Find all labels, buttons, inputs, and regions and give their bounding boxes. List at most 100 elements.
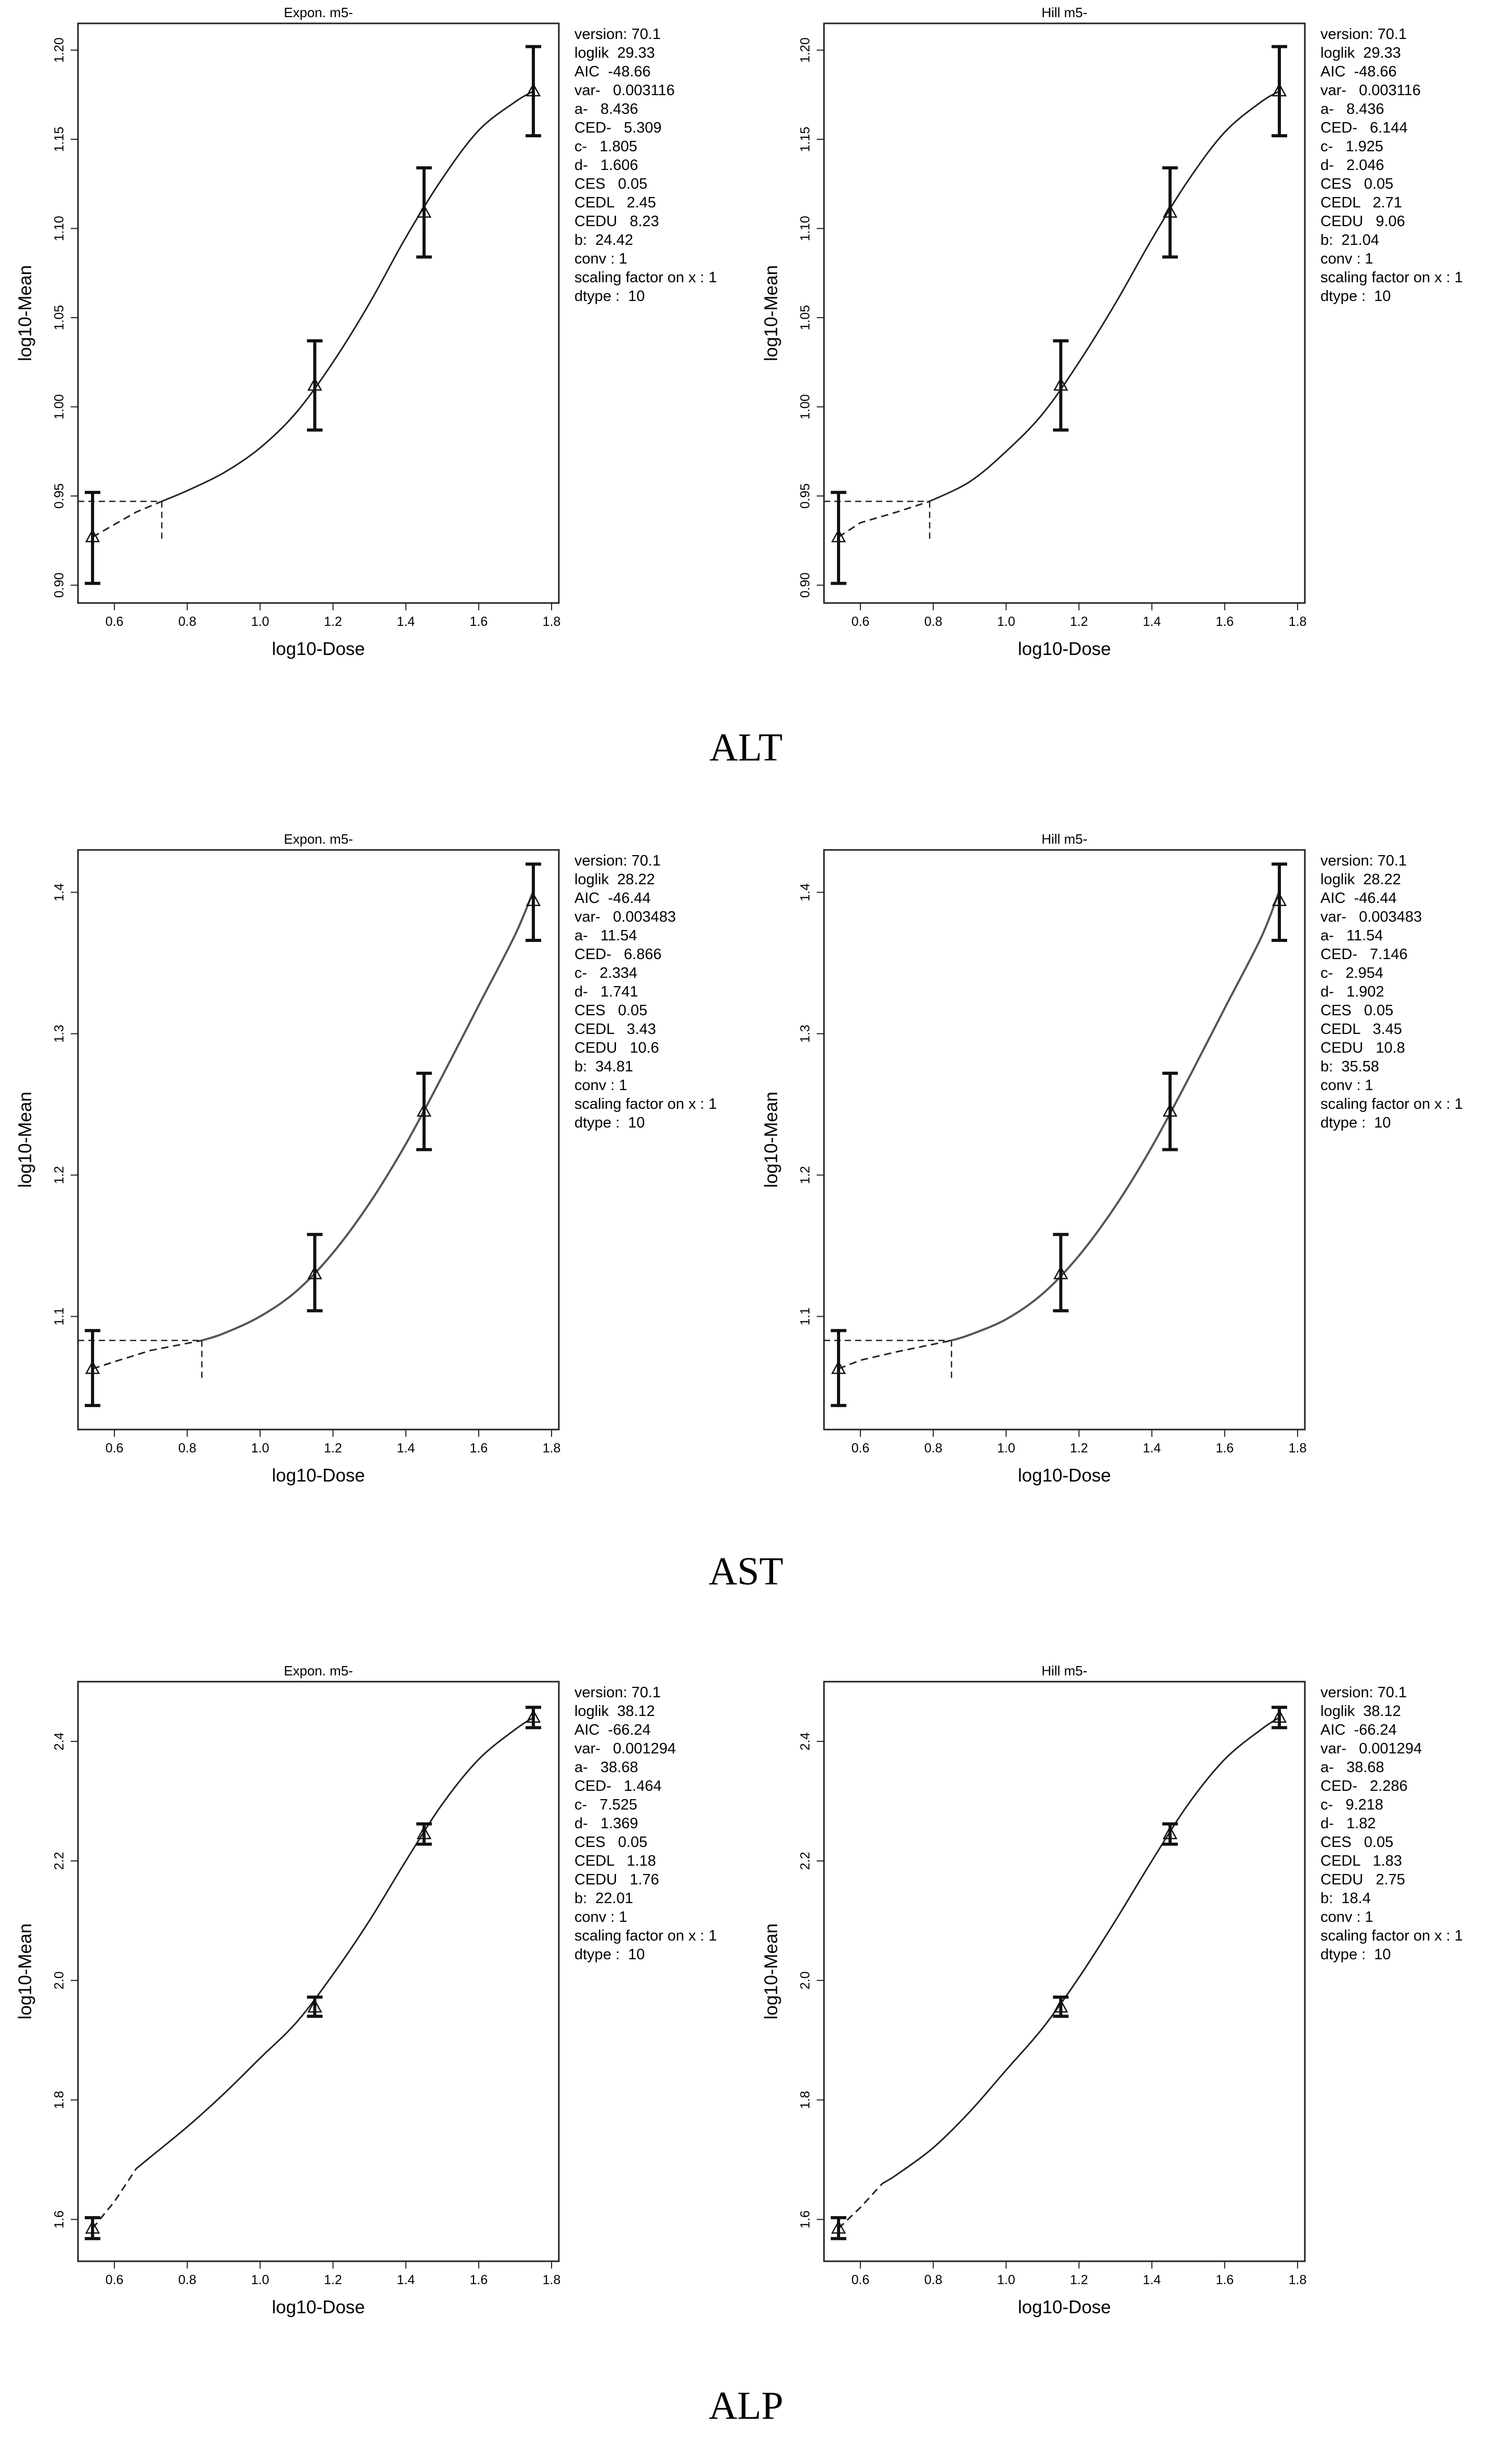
parameter-line: a- 11.54	[1320, 927, 1383, 944]
y-tick-label: 0.90	[798, 572, 813, 598]
parameter-line: CEDU 10.6	[574, 1040, 659, 1056]
x-tick-label: 1.0	[251, 614, 269, 629]
parameter-line: scaling factor on x : 1	[574, 1928, 717, 1944]
fitted-curve-extrapolation	[92, 501, 162, 538]
x-tick-label: 1.4	[397, 614, 415, 629]
data-point	[831, 529, 846, 543]
x-tick-label: 0.6	[106, 614, 124, 629]
x-tick-label: 1.4	[397, 2273, 415, 2287]
parameter-line: d- 1.369	[574, 1815, 638, 1832]
parameter-line: CEDL 2.71	[1320, 194, 1402, 211]
parameter-line: AIC -46.44	[574, 890, 651, 907]
x-tick-label: 1.8	[1289, 1441, 1307, 1456]
data-point	[526, 83, 541, 97]
parameter-line: c- 7.525	[574, 1797, 637, 1813]
y-tick-label: 2.2	[798, 1852, 813, 1870]
parameter-line: c- 2.334	[574, 965, 637, 981]
y-tick-label: 2.4	[798, 1732, 813, 1750]
plot-title: Expon. m5-	[284, 5, 353, 20]
parameter-line: CEDL 1.18	[574, 1853, 656, 1869]
plot-frame	[823, 1681, 1306, 2262]
x-axis-label: log10-Dose	[1018, 1465, 1111, 1486]
y-tick-label: 1.4	[52, 883, 67, 901]
data-point	[1053, 377, 1068, 391]
section-caption: AST	[709, 1550, 783, 1593]
chart-alp-expon: Expon. m5- 0.6 0.8 1.0 1.2 1.4 1.6 1.8 1.6 1.8 2.0…	[15, 1663, 561, 2317]
parameter-line: CEDL 3.43	[574, 1021, 656, 1038]
chart-alt-expon: Expon. m5- 0.6 0.8 1.0 1.2 1.4 1.6 1.8 0.90 0.95 1…	[15, 5, 560, 659]
plot-frame	[77, 1681, 560, 2262]
parameter-line: a- 38.68	[1320, 1759, 1384, 1776]
parameter-list: version: 70.1 loglik 38.12 AIC -66.24 var- …	[574, 1683, 717, 1964]
parameter-line: d- 2.046	[1320, 157, 1384, 174]
y-tick-label: 1.10	[798, 216, 813, 241]
y-tick-label: 1.6	[52, 2210, 67, 2229]
y-tick-label: 2.0	[52, 1971, 67, 1989]
y-tick-label: 1.00	[52, 394, 67, 420]
data-point	[416, 1103, 431, 1117]
parameter-line: dtype : 10	[574, 288, 645, 305]
data-point	[1053, 1266, 1068, 1279]
parameter-line: c- 1.805	[574, 138, 637, 155]
parameter-list: version: 70.1 loglik 28.22 AIC -46.44 var- …	[1320, 851, 1463, 1132]
data-point	[416, 204, 431, 218]
parameter-list: version: 70.1 loglik 29.33 AIC -48.66 var- …	[1320, 25, 1463, 306]
parameter-line: CEDL 1.83	[1320, 1853, 1402, 1869]
y-tick-label: 1.05	[798, 305, 813, 331]
parameter-line: CED- 1.464	[574, 1778, 662, 1794]
y-axis-label: log10-Mean	[15, 1092, 35, 1188]
x-axis-label: log10-Dose	[272, 1465, 365, 1486]
parameter-line: conv : 1	[1320, 251, 1373, 267]
x-tick-label: 1.8	[543, 1441, 561, 1456]
section-alp: Expon. m5- 0.6 0.8 1.0 1.2 1.4 1.6 1.8 1.6 1.8 2.0…	[0, 1658, 1492, 2464]
parameter-list: version: 70.1 loglik 28.22 AIC -46.44 var- …	[574, 851, 717, 1132]
parameter-line: conv : 1	[574, 1909, 627, 1925]
y-tick-label: 1.05	[52, 305, 67, 331]
parameter-line: var- 0.003116	[1320, 82, 1421, 99]
y-tick-label: 1.2	[798, 1166, 813, 1184]
parameter-line: scaling factor on x : 1	[1320, 1928, 1463, 1944]
data-point	[307, 377, 322, 391]
x-tick-label: 1.8	[1289, 614, 1307, 629]
fitted-curve	[929, 90, 1280, 502]
x-tick-label: 0.6	[852, 614, 870, 629]
parameter-line: CEDU 8.23	[574, 213, 659, 230]
y-tick-label: 1.8	[52, 2091, 67, 2109]
parameter-line: CEDU 9.06	[1320, 213, 1405, 230]
parameter-line: CEDU 2.75	[1320, 1871, 1405, 1888]
x-tick-label: 1.2	[1070, 614, 1088, 629]
parameter-line: CED- 7.146	[1320, 946, 1408, 963]
parameter-line: a- 8.436	[574, 101, 638, 117]
parameter-line: c- 1.925	[1320, 138, 1383, 155]
plot-alp-expon: Expon. m5- 0.6 0.8 1.0 1.2 1.4 1.6 1.8 1.6 1.8 2.0…	[0, 1658, 738, 2350]
parameter-line: scaling factor on x : 1	[1320, 1096, 1463, 1112]
parameter-line: var- 0.001294	[1320, 1740, 1422, 1757]
y-axis-label: log10-Mean	[761, 265, 781, 361]
x-tick-label: 1.2	[324, 614, 342, 629]
x-tick-label: 1.2	[1070, 2273, 1088, 2287]
data-point	[526, 893, 541, 906]
data-point	[1272, 1709, 1287, 1723]
parameter-line: CEDU 10.8	[1320, 1040, 1405, 1056]
x-tick-label: 0.8	[924, 2273, 943, 2287]
fitted-curve	[201, 890, 534, 1342]
data-point	[526, 1709, 541, 1723]
parameter-line: AIC -66.24	[574, 1722, 651, 1738]
plot-ast-hill: Hill m5- 0.6 0.8 1.0 1.2 1.4 1.6 1.8 1.1 1.2 1.3 1.…	[746, 827, 1484, 1518]
x-tick-label: 1.6	[1215, 1441, 1234, 1456]
x-tick-label: 1.4	[1143, 1441, 1161, 1456]
x-tick-label: 1.4	[1143, 2273, 1161, 2287]
x-tick-label: 1.8	[543, 2273, 561, 2287]
x-axis-label: log10-Dose	[1018, 2297, 1111, 2317]
parameter-line: AIC -48.66	[1320, 63, 1397, 80]
y-tick-label: 1.1	[798, 1307, 813, 1326]
x-axis-label: log10-Dose	[272, 2297, 365, 2317]
parameter-line: CES 0.05	[574, 1834, 648, 1851]
x-tick-label: 1.8	[1289, 2273, 1307, 2287]
parameter-line: b: 18.4	[1320, 1890, 1371, 1907]
parameter-line: var- 0.001294	[574, 1740, 676, 1757]
section-alt: Expon. m5- 0.6 0.8 1.0 1.2 1.4 1.6 1.8 0.90 0.95 1…	[0, 0, 1492, 806]
data-point	[1162, 1826, 1177, 1840]
section-caption: ALT	[709, 726, 783, 769]
parameter-line: a- 8.436	[1320, 101, 1384, 117]
